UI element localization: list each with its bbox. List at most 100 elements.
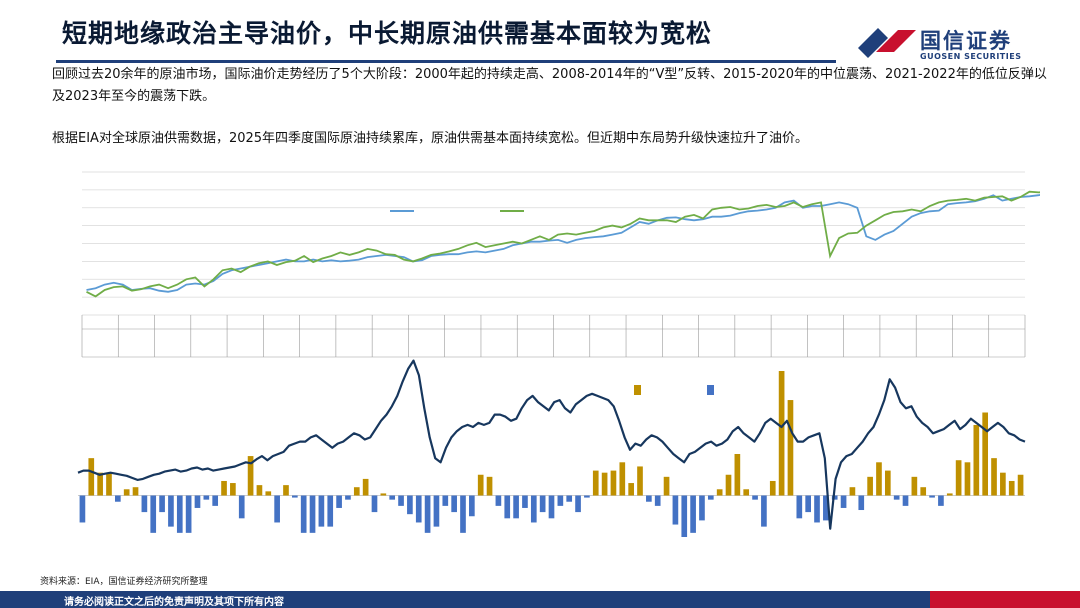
inventory-draw-bar (814, 495, 820, 523)
inventory-draw-bar (530, 495, 537, 523)
inventory-draw-bar (451, 495, 457, 513)
inventory-build-bar (97, 472, 103, 496)
inventory-build-bar (973, 424, 980, 496)
inventory-draw-bar (796, 495, 803, 519)
inventory-draw-bar (292, 495, 298, 498)
inventory-draw-bar (415, 495, 422, 523)
inventory-build-bar (1008, 480, 1015, 496)
inventory-draw-bar (318, 495, 325, 527)
inventory-draw-bar (646, 495, 652, 502)
summary-paragraph: 根据EIA对全球原油供需数据，2025年四季度国际原油持续累库，原油供需基本面持… (52, 131, 809, 146)
inventory-wti-chart (77, 359, 1026, 537)
inventory-build-bar (362, 478, 369, 496)
inventory-draw-bar (442, 495, 449, 506)
inventory-draw-bar (424, 495, 431, 533)
inventory-draw-bar (371, 495, 378, 513)
supply-demand-chart (81, 171, 1040, 358)
inventory-build-bar (221, 480, 227, 496)
inventory-build-bar (628, 483, 634, 496)
inventory-draw-bar (194, 495, 201, 508)
inventory-draw-bar (707, 495, 714, 500)
demand-series-line (86, 190, 1040, 298)
inventory-build-bar (610, 470, 617, 496)
inventory-build-bar (876, 462, 882, 496)
inventory-draw-bar (159, 495, 165, 513)
inventory-draw-bar (522, 495, 528, 508)
logo-english: GUOSEN SECURITIES (920, 52, 1022, 61)
inventory-draw-bar (575, 495, 581, 513)
footer-disclaimer: 请务必阅读正文之后的免责声明及其项下所有内容 (64, 597, 284, 608)
inventory-draw-bar (752, 495, 758, 500)
inventory-draw-bar (185, 495, 192, 533)
inventory-draw-bar (513, 495, 519, 519)
inventory-draw-bar (141, 495, 148, 513)
inventory-draw-bar (150, 495, 157, 533)
inventory-draw-bar (79, 495, 86, 523)
legend-swatch (707, 385, 714, 395)
inventory-draw-bar (407, 495, 413, 515)
inventory-draw-bar (238, 495, 245, 519)
inventory-draw-bar (938, 495, 944, 506)
logo-mark-icon (858, 28, 916, 58)
inventory-build-bar (982, 412, 989, 496)
inventory-draw-bar (460, 495, 466, 533)
inventory-build-bar (884, 470, 891, 496)
inventory-build-bar (380, 493, 387, 496)
title-underline (56, 60, 836, 63)
inventory-draw-bar (389, 495, 396, 500)
inventory-build-bar (867, 476, 873, 496)
intro-paragraph: 回顾过去20余年的原油市场，国际油价走势经历了5个大阶段：2000年起的持续走高… (52, 67, 1047, 104)
inventory-draw-bar (840, 495, 847, 508)
inventory-draw-bar (672, 495, 679, 525)
inventory-draw-bar (539, 495, 546, 513)
inventory-draw-bar (345, 495, 351, 500)
inventory-build-bar (964, 462, 971, 496)
inventory-build-bar (778, 371, 785, 496)
inventory-build-bar (123, 489, 130, 496)
inventory-draw-bar (690, 495, 696, 533)
inventory-draw-bar (327, 495, 334, 527)
inventory-draw-bar (566, 495, 573, 502)
inventory-draw-bar (557, 495, 564, 506)
footer-accent (930, 591, 1080, 608)
data-source-note: 资料来源：EIA，国信证券经济研究所整理 (40, 577, 208, 587)
inventory-draw-bar (823, 495, 829, 521)
inventory-draw-bar (433, 495, 440, 527)
inventory-build-bar (265, 491, 272, 496)
inventory-build-bar (769, 480, 776, 496)
supply-series-line (86, 194, 1040, 293)
inventory-draw-bar (548, 495, 555, 519)
inventory-build-bar (725, 474, 732, 496)
inventory-build-bar (283, 485, 289, 496)
inventory-build-bar (743, 489, 750, 496)
inventory-draw-bar (504, 495, 511, 519)
inventory-build-bar (88, 458, 95, 496)
inventory-draw-bar (114, 495, 121, 502)
inventory-draw-bar (584, 495, 590, 498)
inventory-draw-bar (309, 495, 316, 533)
inventory-draw-bar (929, 495, 935, 498)
inventory-build-bar (911, 476, 918, 496)
inventory-build-bar (477, 474, 484, 496)
inventory-build-bar (132, 487, 139, 496)
inventory-build-bar (247, 456, 254, 496)
inventory-build-bar (787, 400, 794, 496)
inventory-build-bar (716, 489, 723, 496)
inventory-draw-bar (654, 495, 661, 506)
inventory-build-bar (920, 487, 927, 496)
inventory-draw-bar (398, 495, 404, 506)
footer-bar (0, 591, 1080, 608)
inventory-build-bar (619, 462, 626, 496)
inventory-draw-bar (902, 495, 909, 506)
inventory-draw-bar (469, 495, 475, 517)
inventory-draw-bar (336, 495, 342, 508)
inventory-draw-bar (203, 495, 210, 500)
inventory-build-bar (256, 485, 263, 496)
inventory-draw-bar (761, 495, 767, 527)
logo-chinese: 国信证券 (920, 29, 1012, 53)
inventory-draw-bar (168, 495, 174, 527)
legend-swatch (634, 385, 641, 395)
inventory-draw-bar (300, 495, 307, 533)
inventory-draw-bar (831, 495, 838, 500)
inventory-build-bar (1000, 472, 1006, 496)
